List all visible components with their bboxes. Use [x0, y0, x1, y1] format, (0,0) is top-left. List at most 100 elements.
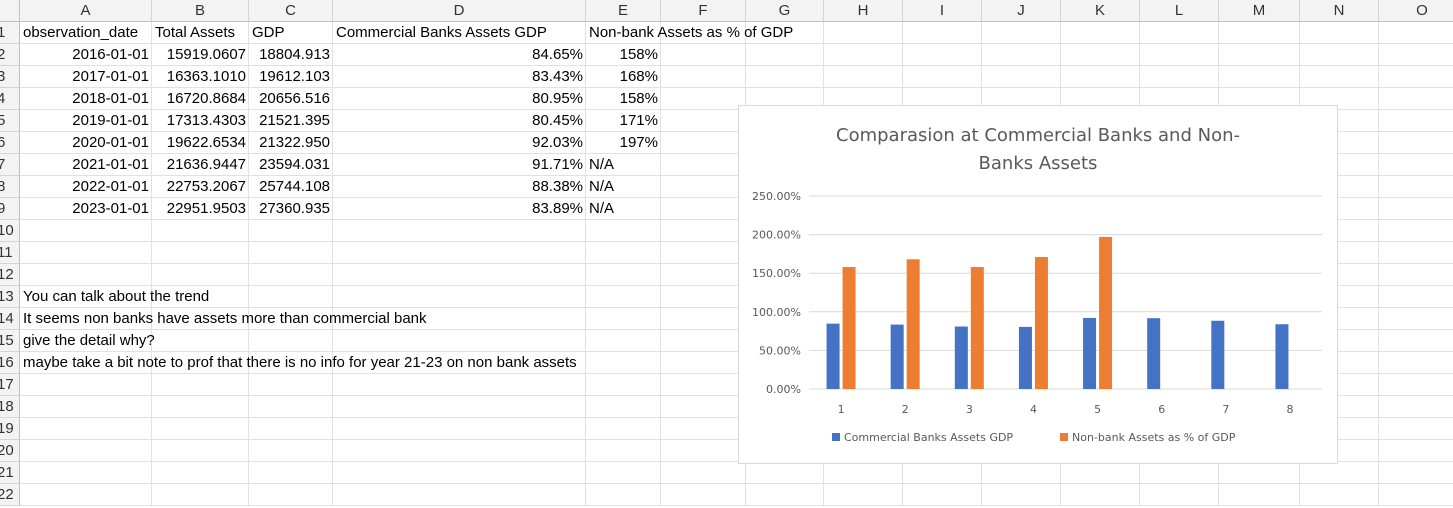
cell[interactable]	[1140, 462, 1219, 484]
row-header-10[interactable]: 10	[0, 220, 20, 242]
column-header-a[interactable]: A	[20, 0, 152, 22]
cell[interactable]	[586, 352, 661, 374]
column-header-b[interactable]: B	[152, 0, 249, 22]
cell[interactable]	[1219, 462, 1300, 484]
cell[interactable]	[1061, 66, 1140, 88]
cell[interactable]	[1300, 132, 1379, 154]
cell[interactable]	[152, 132, 249, 154]
bar-1-7[interactable]	[1211, 320, 1225, 389]
bar-1-1[interactable]	[826, 323, 840, 389]
cell[interactable]	[661, 440, 746, 462]
bar-2-3[interactable]	[970, 267, 984, 389]
cell[interactable]	[249, 22, 333, 44]
cell[interactable]	[333, 242, 586, 264]
cell[interactable]	[1379, 308, 1453, 330]
header-cell-3[interactable]: Commercial Banks Assets GDP	[336, 24, 547, 41]
cell[interactable]	[586, 22, 661, 44]
bar-1-6[interactable]	[1147, 318, 1161, 389]
row-header-4[interactable]: 4	[0, 88, 20, 110]
column-header-n[interactable]: N	[1300, 0, 1379, 22]
cell[interactable]	[1300, 352, 1379, 374]
cell[interactable]	[20, 176, 152, 198]
column-header-c[interactable]: C	[249, 0, 333, 22]
cell[interactable]	[20, 132, 152, 154]
cell[interactable]	[586, 396, 661, 418]
cell[interactable]	[982, 22, 1061, 44]
cell[interactable]	[1300, 242, 1379, 264]
row-header-1[interactable]: 1	[0, 22, 20, 44]
cell[interactable]	[333, 330, 586, 352]
table-cell[interactable]: 2023-01-01	[72, 200, 149, 217]
table-cell[interactable]: 17313.4303	[166, 112, 246, 129]
cell[interactable]	[1379, 242, 1453, 264]
cell[interactable]	[1300, 374, 1379, 396]
cell[interactable]	[152, 286, 249, 308]
cell[interactable]	[586, 110, 661, 132]
cell[interactable]	[152, 242, 249, 264]
table-cell[interactable]: 21521.395	[259, 112, 330, 129]
column-header-g[interactable]: G	[746, 0, 824, 22]
cell[interactable]	[249, 66, 333, 88]
cell[interactable]	[20, 484, 152, 506]
cell[interactable]	[249, 264, 333, 286]
cell[interactable]	[333, 374, 586, 396]
cell[interactable]	[1300, 198, 1379, 220]
cell[interactable]	[903, 66, 982, 88]
cell[interactable]	[152, 440, 249, 462]
cell[interactable]	[152, 88, 249, 110]
cell[interactable]	[1300, 308, 1379, 330]
table-cell[interactable]: 2022-01-01	[72, 178, 149, 195]
cell[interactable]	[333, 44, 586, 66]
cell[interactable]	[1379, 220, 1453, 242]
cell[interactable]	[586, 198, 661, 220]
cell[interactable]	[1379, 418, 1453, 440]
table-cell[interactable]: 2018-01-01	[72, 90, 149, 107]
cell[interactable]	[333, 88, 586, 110]
cell[interactable]	[661, 374, 746, 396]
column-header-e[interactable]: E	[586, 0, 661, 22]
bar-1-5[interactable]	[1083, 317, 1097, 389]
cell[interactable]	[333, 198, 586, 220]
table-cell[interactable]: 84.65%	[532, 46, 583, 63]
bar-2-4[interactable]	[1034, 256, 1048, 389]
cell[interactable]	[249, 110, 333, 132]
cell[interactable]	[661, 330, 746, 352]
column-header-l[interactable]: L	[1140, 0, 1219, 22]
table-cell[interactable]: 2020-01-01	[72, 134, 149, 151]
cell[interactable]	[333, 132, 586, 154]
column-header-j[interactable]: J	[982, 0, 1061, 22]
note-text[interactable]: maybe take a bit note to prof that there…	[23, 354, 577, 371]
cell[interactable]	[20, 242, 152, 264]
cell[interactable]	[152, 220, 249, 242]
table-cell[interactable]: 20656.516	[259, 90, 330, 107]
table-cell[interactable]: 19622.6534	[166, 134, 246, 151]
cell[interactable]	[1379, 286, 1453, 308]
table-cell[interactable]: 15919.0607	[166, 46, 246, 63]
table-cell[interactable]: 27360.935	[259, 200, 330, 217]
cell[interactable]	[661, 286, 746, 308]
row-header-15[interactable]: 15	[0, 330, 20, 352]
table-cell[interactable]: 16720.8684	[166, 90, 246, 107]
table-cell[interactable]: 2019-01-01	[72, 112, 149, 129]
cell[interactable]	[586, 264, 661, 286]
cell[interactable]	[249, 176, 333, 198]
cell[interactable]	[20, 330, 152, 352]
cell[interactable]	[661, 220, 746, 242]
cell[interactable]	[333, 176, 586, 198]
table-cell[interactable]: 83.89%	[532, 200, 583, 217]
column-header-k[interactable]: K	[1061, 0, 1140, 22]
cell[interactable]	[20, 220, 152, 242]
table-cell[interactable]: 2021-01-01	[72, 156, 149, 173]
cell[interactable]	[1061, 22, 1140, 44]
bar-2-2[interactable]	[906, 259, 920, 389]
cell[interactable]	[824, 462, 903, 484]
cell[interactable]	[746, 44, 824, 66]
cell[interactable]	[1379, 396, 1453, 418]
cell[interactable]	[824, 484, 903, 506]
row-header-3[interactable]: 3	[0, 66, 20, 88]
cell[interactable]	[152, 484, 249, 506]
header-cell-4[interactable]: Non-bank Assets as % of GDP	[589, 24, 794, 41]
table-cell[interactable]: 22951.9503	[166, 200, 246, 217]
cell[interactable]	[824, 22, 903, 44]
row-header-16[interactable]: 16	[0, 352, 20, 374]
